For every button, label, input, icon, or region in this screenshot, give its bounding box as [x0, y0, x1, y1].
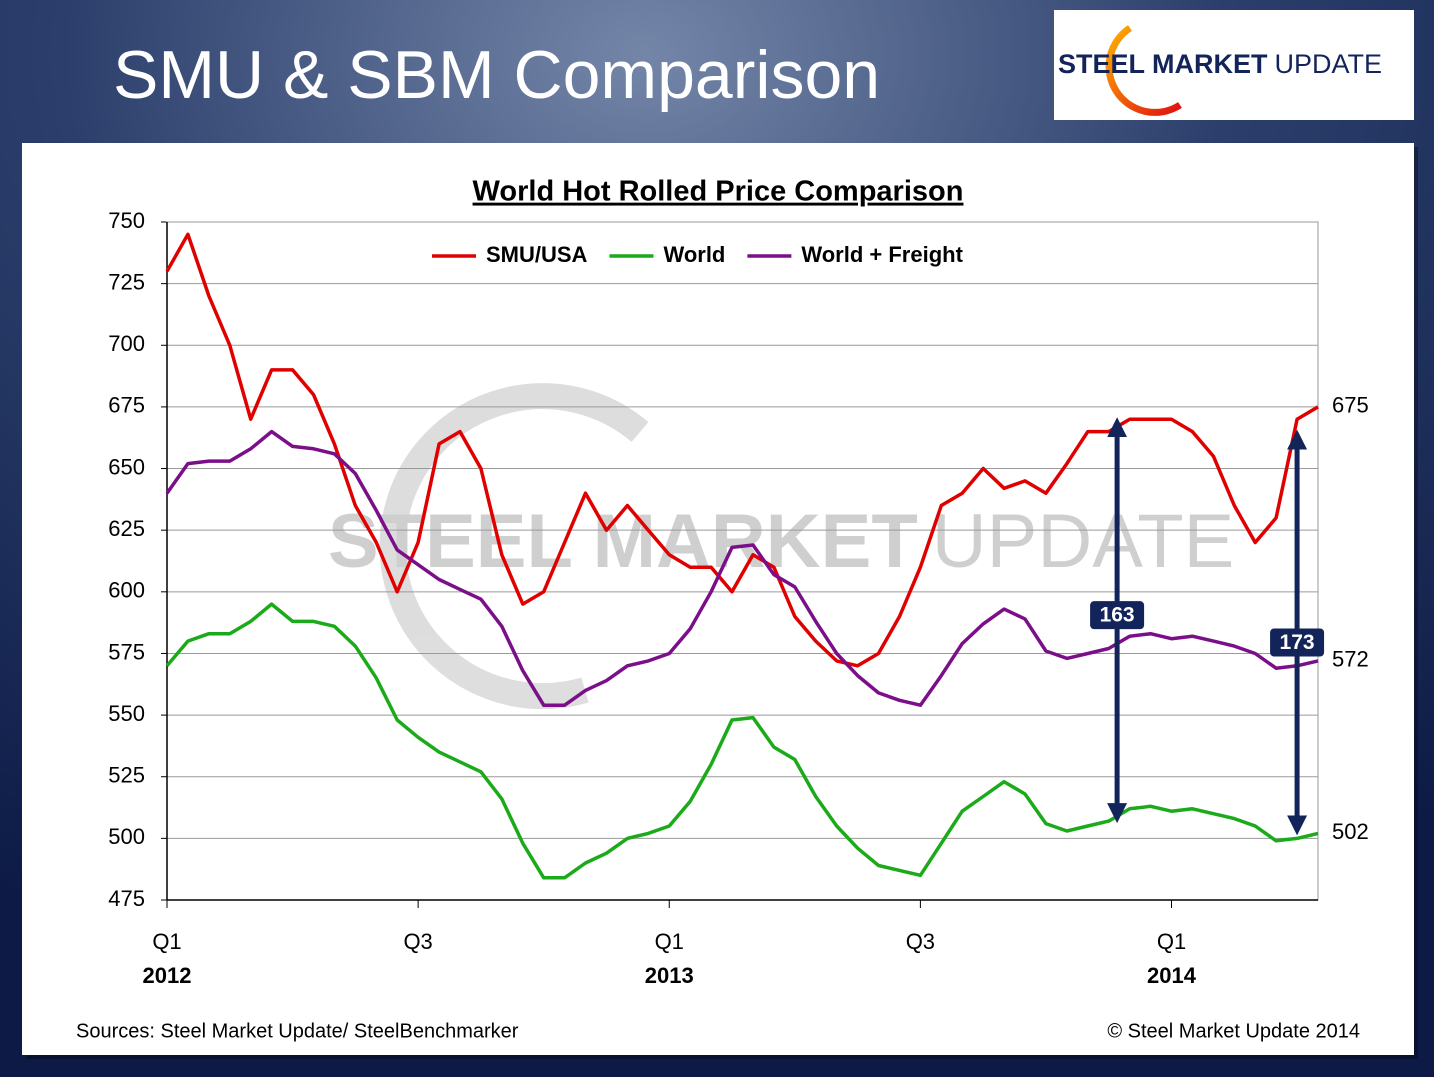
chart-title: World Hot Rolled Price Comparison [473, 176, 964, 208]
spread-label-box [1270, 628, 1325, 657]
end-label: 502 [1332, 819, 1369, 844]
y-tick-label: 525 [108, 763, 145, 788]
x-tick-label: Q1 [1157, 929, 1186, 954]
end-label: 675 [1332, 393, 1369, 418]
watermark-text: STEEL MARKET UPDATE [328, 499, 1234, 584]
y-tick-label: 575 [108, 639, 145, 664]
x-tick-label: Q3 [403, 929, 432, 954]
logo-box [1054, 10, 1414, 120]
watermark-light: UPDATE [932, 499, 1235, 584]
year-label: 2012 [143, 963, 192, 988]
y-tick-label: 700 [108, 331, 145, 356]
spread-label-box [1090, 601, 1145, 630]
panel [22, 143, 1414, 1055]
x-tick-label: Q1 [655, 929, 684, 954]
y-tick-label: 625 [108, 516, 145, 541]
copyright: © Steel Market Update 2014 [1107, 1020, 1360, 1042]
spread-label: 163 [1100, 604, 1135, 627]
logo-text: STEEL MARKET UPDATE [1058, 49, 1382, 79]
y-tick-label: 600 [108, 578, 145, 603]
y-tick-label: 500 [108, 824, 145, 849]
year-label: 2013 [645, 963, 694, 988]
end-label: 572 [1332, 647, 1369, 672]
logo-swoosh [1105, 25, 1182, 116]
legend-label: World + Freight [801, 242, 963, 267]
x-tick-label: Q3 [906, 929, 935, 954]
y-tick-label: 675 [108, 393, 145, 418]
legend-label: SMU/USA [486, 242, 588, 267]
logo-light: UPDATE [1275, 49, 1383, 79]
source: Sources: Steel Market Update/ SteelBench… [76, 1020, 519, 1042]
watermark-swoosh [379, 383, 649, 710]
spread-label: 173 [1280, 631, 1315, 654]
slide-title: SMU & SBM Comparison [113, 37, 880, 113]
y-tick-label: 650 [108, 454, 145, 479]
y-tick-label: 550 [108, 701, 145, 726]
year-label: 2014 [1147, 963, 1197, 988]
y-tick-label: 725 [108, 269, 145, 294]
logo-bold: STEEL MARKET [1058, 49, 1268, 79]
y-tick-label: 750 [108, 208, 145, 233]
y-tick-label: 475 [108, 886, 145, 911]
legend-label: World [663, 242, 725, 267]
x-tick-label: Q1 [152, 929, 181, 954]
